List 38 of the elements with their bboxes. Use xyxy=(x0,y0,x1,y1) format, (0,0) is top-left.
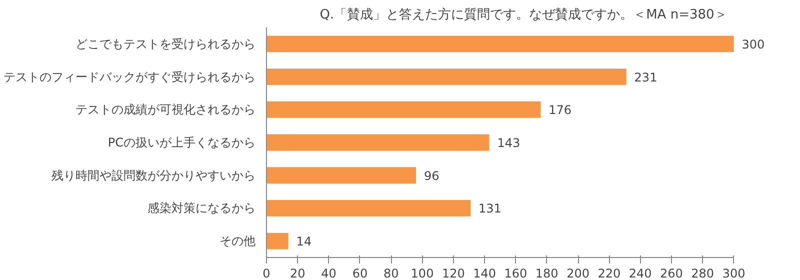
x-tick-label: 260 xyxy=(660,266,683,280)
x-tick-label: 300 xyxy=(722,266,746,280)
y-tick-label: テストの成績が可視化されるから xyxy=(76,102,256,117)
bar xyxy=(266,36,734,52)
data-label: 14 xyxy=(296,234,312,249)
bar xyxy=(266,68,626,85)
x-tick-label: 240 xyxy=(628,266,652,280)
x-tick-label: 60 xyxy=(352,266,368,280)
data-label: 131 xyxy=(478,202,502,216)
x-tick-label: 0 xyxy=(262,266,270,280)
x-tick-label: 40 xyxy=(321,266,336,280)
bar xyxy=(266,167,416,184)
x-tick-label: 180 xyxy=(535,266,558,280)
x-tick-label: 220 xyxy=(598,266,621,280)
chart-title: Q.「賛成」と答えた方に質問です。なぜ賛成ですか。＜MA n=380＞ xyxy=(320,6,728,22)
x-tick-label: 80 xyxy=(383,266,399,280)
y-tick-label: PCの扱いが上手くなるから xyxy=(108,136,256,150)
y-tick-label: 感染対策になるから xyxy=(148,201,256,216)
bar xyxy=(266,200,471,216)
bar xyxy=(266,101,541,118)
x-tick-label: 20 xyxy=(290,266,306,280)
data-label: 96 xyxy=(424,168,440,183)
x-tick-label: 280 xyxy=(691,266,714,280)
data-label: 231 xyxy=(634,70,658,84)
x-tick-label: 160 xyxy=(504,266,528,280)
y-tick-label: どこでもテストを受けられるから xyxy=(76,36,256,51)
y-tick-label: 残り時間や設問数が分かりやすいから xyxy=(52,168,256,182)
x-tick-label: 200 xyxy=(566,266,590,280)
data-label: 143 xyxy=(497,136,520,150)
x-tick-label: 120 xyxy=(442,266,465,280)
data-label: 176 xyxy=(548,103,572,118)
x-tick-label: 100 xyxy=(410,266,434,280)
y-tick-label: テストのフィードバックがすぐ受けられるから xyxy=(4,70,256,84)
y-tick-label: その他 xyxy=(220,234,256,248)
bar xyxy=(266,232,288,250)
bar xyxy=(266,134,490,151)
data-label: 300 xyxy=(742,37,765,52)
x-tick-label: 140 xyxy=(473,266,496,280)
